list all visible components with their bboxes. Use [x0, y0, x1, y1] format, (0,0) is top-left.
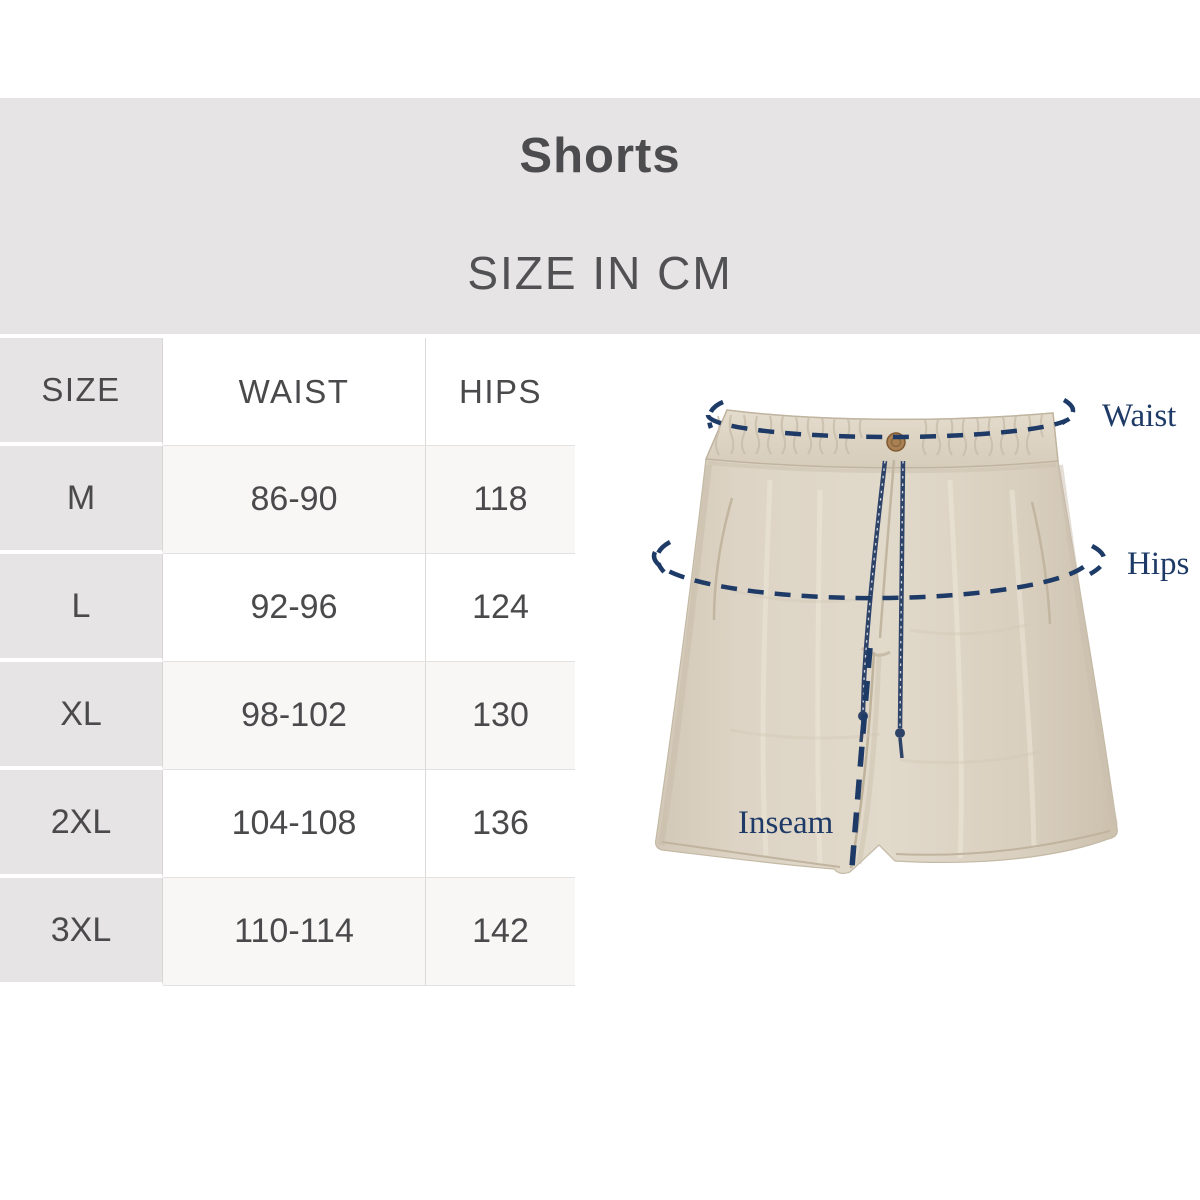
row-xl-waist: 98-102	[163, 662, 426, 770]
size-table: SIZE WAIST HIPS M 86-90 118 L 92-96 124 …	[0, 338, 575, 986]
right-seam-shade	[1057, 464, 1118, 826]
row-m-waist: 86-90	[163, 446, 426, 554]
shorts-illustration: Waist Hips Inseam	[651, 398, 1189, 875]
inner-leg-fold-shadow	[856, 655, 882, 865]
pocket-seam-left	[712, 497, 734, 621]
row-l-size: L	[0, 554, 163, 662]
row-m-hips: 118	[426, 446, 575, 554]
pocket-seam-right	[1030, 501, 1052, 625]
column-header-size: SIZE	[0, 338, 163, 446]
inner-leg-fold	[849, 651, 876, 869]
hips-label: Hips	[1127, 546, 1189, 582]
column-header-waist: WAIST	[163, 338, 426, 446]
page-subtitle: SIZE IN CM	[467, 247, 733, 299]
hem-stitch-front	[661, 841, 841, 868]
fabric-highlights	[760, 479, 1037, 866]
row-3xl-size: 3XL	[0, 878, 163, 986]
row-l-hips: 124	[426, 554, 575, 662]
shorts-body	[655, 409, 1118, 875]
left-seam-shade	[658, 464, 712, 846]
inseam-measure-line	[849, 647, 873, 868]
fly-seam	[878, 459, 896, 639]
row-2xl-size: 2XL	[0, 770, 163, 878]
hem-stitch-back	[895, 830, 1111, 856]
row-l-waist: 92-96	[163, 554, 426, 662]
row-xl-hips: 130	[426, 662, 575, 770]
row-2xl-waist: 104-108	[163, 770, 426, 878]
row-3xl-waist: 110-114	[163, 878, 426, 986]
hips-measure-line	[651, 540, 1107, 601]
fabric-wrinkles	[729, 588, 1041, 765]
waist-measure-line	[705, 398, 1076, 440]
column-header-hips: HIPS	[426, 338, 575, 446]
row-2xl-hips: 136	[426, 770, 575, 878]
row-3xl-hips: 142	[426, 878, 575, 986]
inseam-label: Inseam	[738, 805, 834, 841]
drawstring-right	[895, 460, 906, 759]
row-m-size: M	[0, 446, 163, 554]
waist-label: Waist	[1102, 398, 1176, 434]
row-xl-size: XL	[0, 662, 163, 770]
page-title: Shorts	[519, 129, 681, 183]
size-chart-panel: Shorts SIZE IN CM	[0, 98, 1200, 334]
